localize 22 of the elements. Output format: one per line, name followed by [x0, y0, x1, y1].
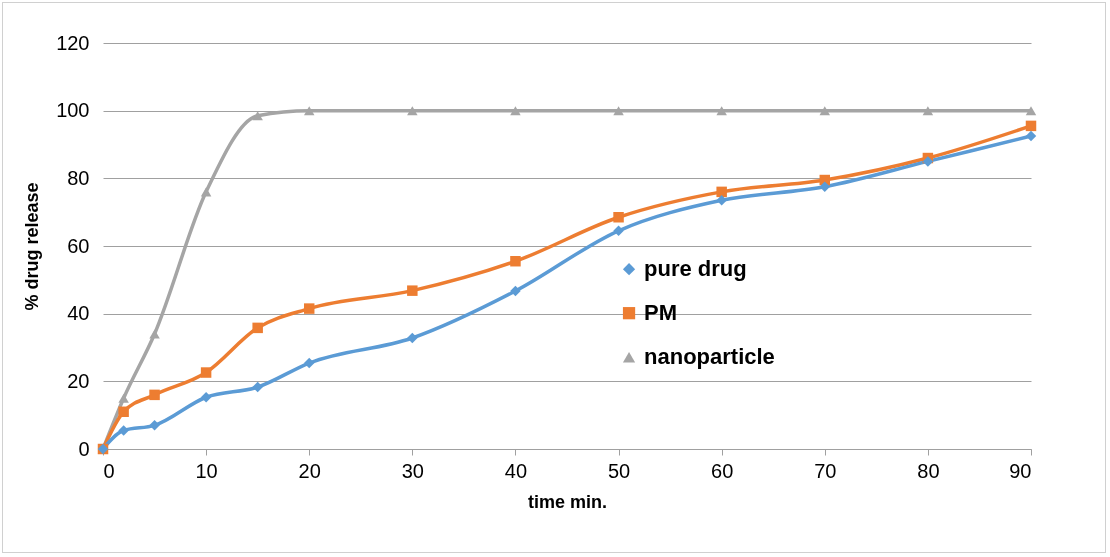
y-tick-label: 100: [56, 99, 90, 122]
x-tick-label: 60: [711, 459, 734, 482]
y-axis-title: % drug release: [22, 182, 43, 311]
x-tick-label: 50: [607, 459, 631, 482]
x-tick-label: 10: [195, 459, 218, 482]
y-tick-label: 60: [67, 234, 90, 257]
legend-label: nanoparticle: [644, 344, 775, 370]
legend-label: pure drug: [644, 256, 747, 282]
y-tick-label: 80: [67, 166, 90, 189]
y-tick-label: 20: [67, 369, 90, 392]
x-tick-label: 90: [1009, 459, 1032, 482]
x-tick-label: 30: [401, 459, 424, 482]
x-tick-label: 80: [917, 459, 940, 482]
x-tick-label: 0: [103, 459, 115, 482]
y-tick-label: 0: [78, 437, 90, 460]
x-tick-label: 20: [298, 459, 321, 482]
y-tick-label: 40: [67, 302, 90, 325]
y-tick-label: 120: [56, 31, 90, 54]
x-axis-title: time min.: [527, 491, 608, 512]
legend-label: PM: [644, 300, 678, 326]
x-tick-label: 70: [814, 459, 837, 482]
x-tick-label: 40: [504, 459, 528, 482]
